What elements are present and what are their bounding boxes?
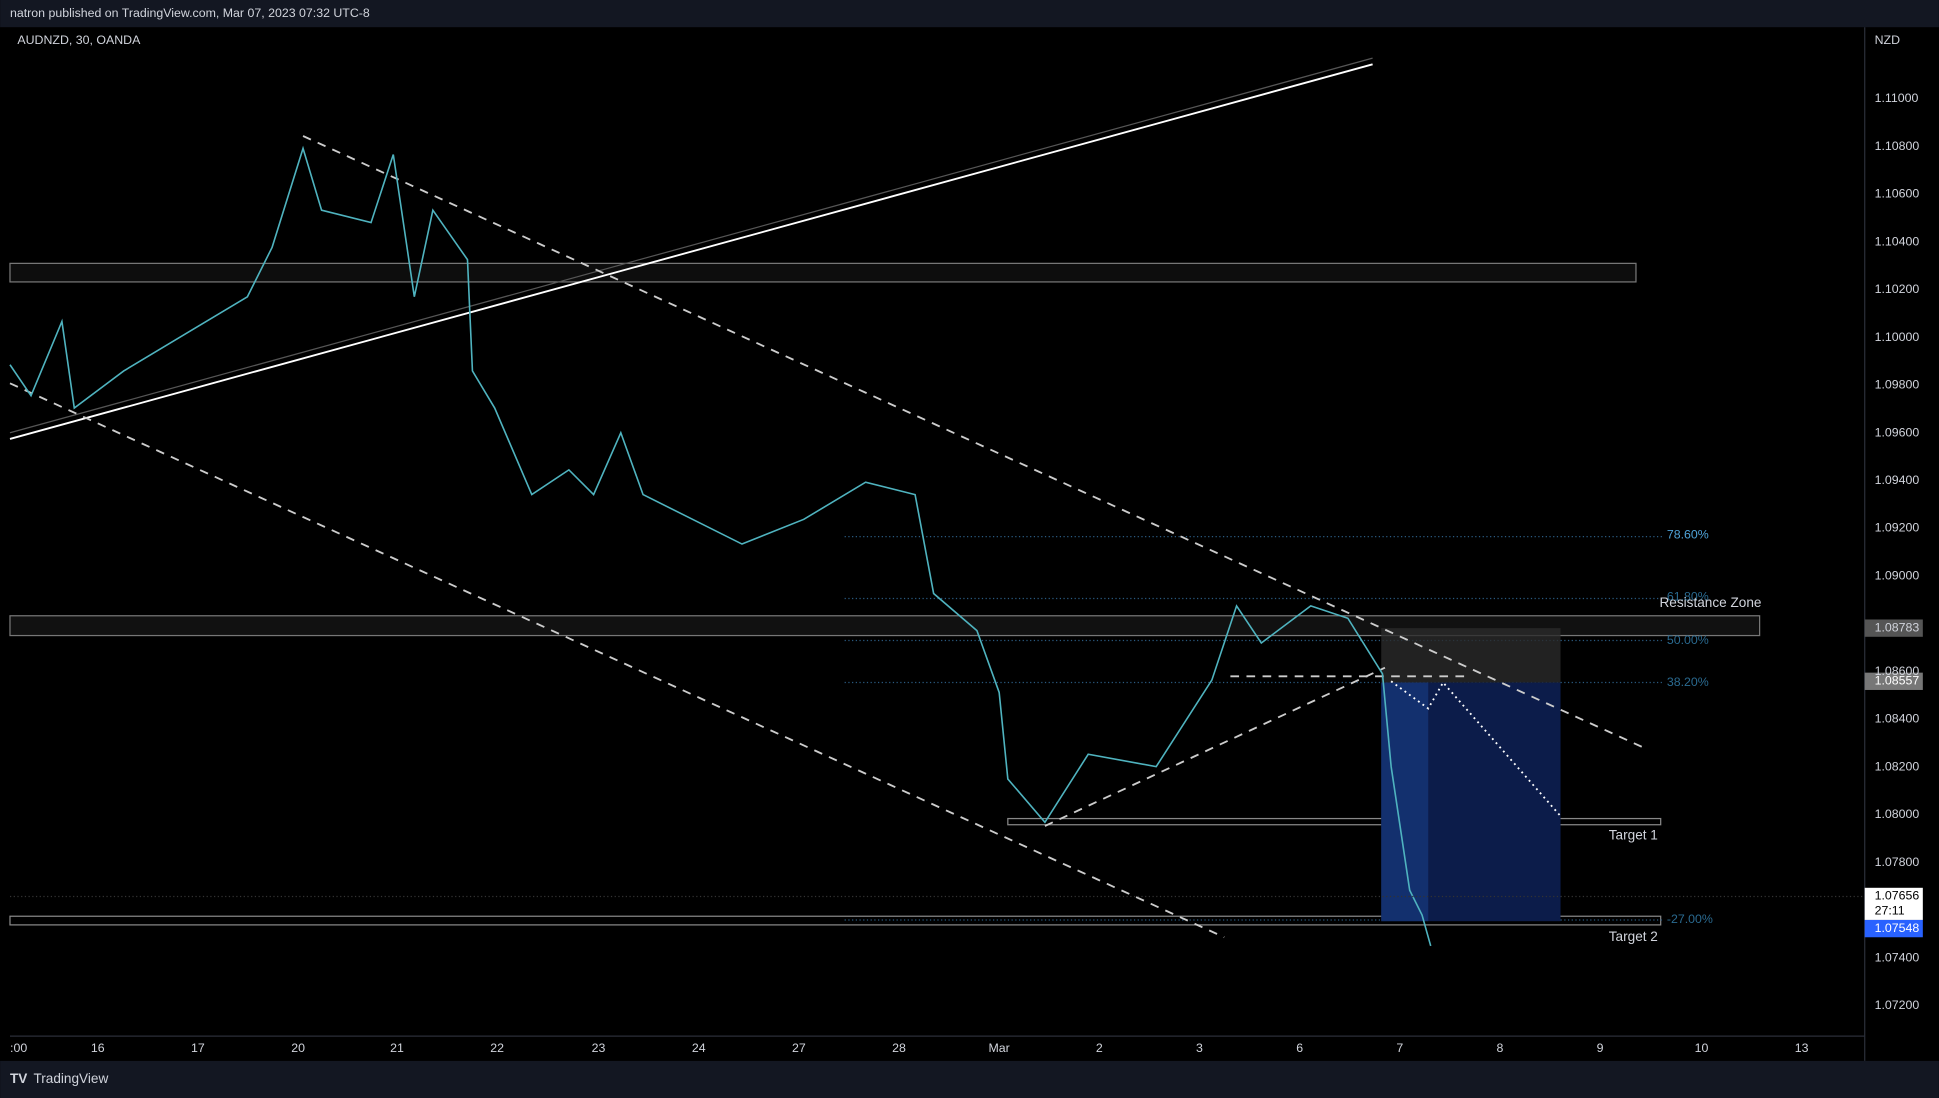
resistance-zone xyxy=(9,615,1761,637)
zone-label: Resistance Zone xyxy=(1659,595,1761,610)
time-label: 16 xyxy=(91,1041,105,1055)
time-label: Mar xyxy=(989,1041,1010,1055)
price-label: 1.09400 xyxy=(1875,473,1920,487)
price-label: 1.08600 xyxy=(1875,664,1920,678)
price-label: 1.07800 xyxy=(1875,855,1920,869)
axes: 1.11000 1.10800 1.10600 1.10400 1.10200 1.100… xyxy=(10,91,1919,1055)
fib-labels: 78.60% 61.80% 50.00% 38.20% -27.00% xyxy=(1667,528,1713,927)
fib-label: 38.20% xyxy=(1667,675,1709,689)
price-tag xyxy=(1864,672,1923,690)
price-tag xyxy=(1864,919,1923,938)
countdown: 27:11 xyxy=(1875,904,1905,918)
price-label: 1.09600 xyxy=(1875,425,1920,439)
fib-label: 78.60% xyxy=(1667,528,1709,542)
price-label: 1.10400 xyxy=(1875,234,1920,248)
target-label: Target 2 xyxy=(1609,929,1658,944)
currency: NZD xyxy=(1875,33,1900,47)
fib-lines xyxy=(844,536,1664,921)
price-label: 1.07200 xyxy=(1875,998,1920,1012)
time-label: 22 xyxy=(490,1041,504,1055)
price-label: 1.09800 xyxy=(1875,378,1920,392)
brand-logo: TV xyxy=(10,1071,27,1086)
price-path xyxy=(9,145,1432,947)
price-label: 1.09200 xyxy=(1875,521,1920,535)
fib-label: -27.00% xyxy=(1667,912,1713,926)
profit-box-filled xyxy=(1381,682,1429,922)
zone-box xyxy=(9,262,1637,283)
trend-line xyxy=(9,63,1373,440)
price-label: 1.07400 xyxy=(1875,950,1920,964)
price-label: 1.08400 xyxy=(1875,712,1920,726)
time-label: 21 xyxy=(390,1041,404,1055)
time-label: 10 xyxy=(1695,1041,1709,1055)
price-tag-text: 1.07548 xyxy=(1875,921,1920,935)
time-label: :00 xyxy=(10,1041,27,1055)
publish-info: natron published on TradingView.com, Mar… xyxy=(10,6,370,20)
time-label: 27 xyxy=(792,1041,806,1055)
time-label: 20 xyxy=(291,1041,305,1055)
trend-line-edge xyxy=(9,57,1373,434)
price-tag-text: 1.08557 xyxy=(1875,674,1920,688)
price-label: 1.10600 xyxy=(1875,187,1920,201)
price-tag xyxy=(1864,619,1923,637)
time-label: 17 xyxy=(191,1041,205,1055)
fib-label: 50.00% xyxy=(1667,633,1709,647)
fib-label: 61.80% xyxy=(1667,589,1709,603)
symbol: AUDNZD, 30, OANDA xyxy=(17,33,141,47)
time-label: 7 xyxy=(1396,1041,1403,1055)
time-label: 28 xyxy=(892,1041,906,1055)
time-label: 9 xyxy=(1597,1041,1604,1055)
channel-lines xyxy=(9,135,1646,939)
time-label: 3 xyxy=(1196,1041,1203,1055)
brand: TradingView xyxy=(33,1071,108,1086)
time-label: 24 xyxy=(692,1041,706,1055)
price-label: 1.10200 xyxy=(1875,282,1920,296)
projection xyxy=(1390,680,1562,817)
price-label: 1.10000 xyxy=(1875,330,1920,344)
price-tag-text: 1.08783 xyxy=(1875,620,1920,634)
time-label: 8 xyxy=(1497,1041,1504,1055)
footer-bar xyxy=(0,1060,1939,1098)
price-label: 1.09000 xyxy=(1875,568,1920,582)
time-label: 6 xyxy=(1296,1041,1303,1055)
price-label: 1.11000 xyxy=(1875,91,1919,105)
time-label: 2 xyxy=(1096,1041,1103,1055)
target-1-line xyxy=(1007,817,1662,826)
stop-box xyxy=(1381,628,1561,683)
price-tag-text: 1.07656 xyxy=(1875,889,1920,903)
top-bar xyxy=(0,0,1939,28)
price-label: 1.08200 xyxy=(1875,759,1920,773)
target-label: Target 1 xyxy=(1609,827,1658,842)
time-label: 23 xyxy=(592,1041,606,1055)
price-tag xyxy=(1864,887,1923,920)
price-label: 1.10800 xyxy=(1875,139,1920,153)
time-label: 13 xyxy=(1795,1041,1809,1055)
price-label: 1.08000 xyxy=(1875,807,1920,821)
